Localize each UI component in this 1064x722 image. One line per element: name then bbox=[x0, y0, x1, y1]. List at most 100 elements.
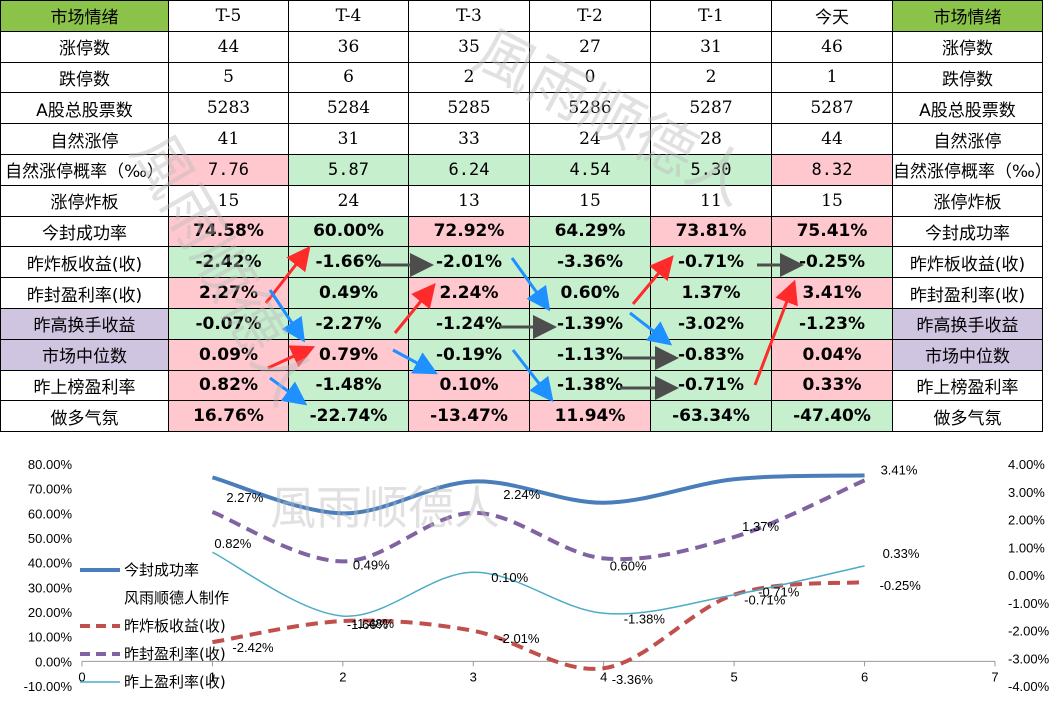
value-cell: 74.58% bbox=[168, 215, 289, 248]
row-label-cell: 昨炸板收益(收) bbox=[892, 246, 1043, 279]
data-label: 1.37% bbox=[742, 519, 779, 534]
value-cell: 2.27% bbox=[168, 277, 289, 309]
value-cell: 35 bbox=[408, 30, 530, 63]
legend-label: 昨炸板收益(收) bbox=[124, 617, 226, 635]
value-cell: 15 bbox=[168, 184, 289, 217]
row-label-cell: 昨封盈利率(收) bbox=[892, 277, 1043, 309]
value-cell: -1.13% bbox=[529, 338, 651, 371]
line-chart: -10.00%0.00%10.00%20.00%30.00%40.00%50.0… bbox=[24, 457, 1050, 694]
value-cell: 2 bbox=[408, 61, 530, 94]
legend-label: 昨封盈利率(收) bbox=[124, 645, 226, 663]
table-row: 涨停炸板 15 24 13 15 11 15 涨停炸板 bbox=[0, 184, 1043, 217]
watermark-chart: 風雨顺德人 bbox=[270, 481, 500, 535]
value-cell: 15 bbox=[771, 184, 893, 217]
header-label-cell: 市场情绪 bbox=[892, 0, 1043, 32]
table-row: 今封成功率 74.58% 60.00% 72.92% 64.29% 73.81% 75.41… bbox=[0, 215, 1043, 248]
data-label: -2.42% bbox=[232, 640, 274, 655]
value-cell: 41 bbox=[168, 123, 289, 155]
value-cell: 33 bbox=[408, 123, 530, 155]
row-label-cell: 昨封盈利率(收) bbox=[0, 277, 169, 309]
value-cell: 46 bbox=[771, 30, 893, 63]
y-left-tick-label: 70.00% bbox=[28, 482, 73, 497]
table-row: 市场中位数 0.09% 0.79% -0.19% -1.13% -0.83% 0.04% 市场… bbox=[0, 338, 1043, 371]
row-label-cell: 涨停数 bbox=[892, 30, 1043, 63]
y-right-tick-label: 3.00% bbox=[1008, 485, 1045, 500]
row-label-cell: 做多气氛 bbox=[0, 400, 169, 433]
data-label: 3.41% bbox=[881, 462, 918, 477]
table-header-row: 市场情绪 T-5 T-4 T-3 T-2 T-1 今天 市场情绪 bbox=[0, 0, 1043, 32]
value-cell: 31 bbox=[650, 30, 772, 63]
data-label: 0.10% bbox=[491, 570, 528, 585]
row-label-cell: 涨停炸板 bbox=[892, 184, 1043, 217]
value-cell: 5286 bbox=[529, 92, 651, 125]
value-cell: -0.83% bbox=[650, 338, 772, 371]
value-cell: 31 bbox=[288, 123, 409, 155]
value-cell: 5284 bbox=[288, 92, 409, 125]
row-label-cell: 自然涨停 bbox=[892, 123, 1043, 155]
value-cell: 0.09% bbox=[168, 338, 289, 371]
value-cell: 5.30 bbox=[650, 153, 772, 186]
value-cell: 0.04% bbox=[771, 338, 893, 371]
value-cell: -0.71% bbox=[650, 246, 772, 279]
data-label: -0.71% bbox=[744, 593, 786, 608]
y-left-tick-label: -10.00% bbox=[24, 679, 73, 694]
row-label-cell: 跌停数 bbox=[892, 61, 1043, 94]
row-label-cell: 市场中位数 bbox=[0, 338, 169, 371]
y-right-tick-label: 0.00% bbox=[1008, 568, 1045, 583]
value-cell: -22.74% bbox=[288, 400, 409, 433]
y-left-tick-label: 10.00% bbox=[28, 630, 73, 645]
value-cell: -1.66% bbox=[288, 246, 409, 279]
data-label: -1.48% bbox=[353, 616, 395, 631]
header-label-cell: 市场情绪 bbox=[0, 0, 169, 32]
table-row: 跌停数 5 6 2 0 2 1 跌停数 bbox=[0, 61, 1043, 94]
value-cell: 11 bbox=[650, 184, 772, 217]
row-label-cell: 自然涨停 bbox=[0, 123, 169, 155]
row-label-cell: 今封成功率 bbox=[0, 215, 169, 248]
value-cell: 4.54 bbox=[529, 153, 651, 186]
value-cell: 5285 bbox=[408, 92, 530, 125]
value-cell: -0.19% bbox=[408, 338, 530, 371]
value-cell: 24 bbox=[288, 184, 409, 217]
value-cell: 27 bbox=[529, 30, 651, 63]
y-left-tick-label: 50.00% bbox=[28, 531, 73, 546]
table-row: 做多气氛 16.76% -22.74% -13.47% 11.94% -63.34% -47… bbox=[0, 400, 1043, 433]
table-row: A股总股票数 5283 5284 5285 5286 5287 5287 A股总股票数 bbox=[0, 92, 1043, 125]
value-cell: 1 bbox=[771, 61, 893, 94]
row-label-cell: 昨高换手收益 bbox=[892, 307, 1043, 340]
row-label-cell: 今封成功率 bbox=[892, 215, 1043, 248]
value-cell: 5.87 bbox=[288, 153, 409, 186]
value-cell: 24 bbox=[529, 123, 651, 155]
row-label-cell: 昨上榜盈利率 bbox=[892, 369, 1043, 402]
row-label-cell: 昨上榜盈利率 bbox=[0, 369, 169, 402]
y-left-tick-label: 0.00% bbox=[35, 654, 72, 669]
value-cell: 0.82% bbox=[168, 369, 289, 402]
data-label: -0.25% bbox=[880, 578, 922, 593]
series-line bbox=[211, 478, 866, 564]
value-cell: -2.01% bbox=[408, 246, 530, 279]
value-cell: -1.39% bbox=[529, 307, 651, 340]
data-label: 0.82% bbox=[214, 536, 251, 551]
y-left-tick-label: 60.00% bbox=[28, 506, 73, 521]
y-right-tick-label: 4.00% bbox=[1008, 457, 1045, 472]
value-cell: -1.48% bbox=[288, 369, 409, 402]
value-cell: 13 bbox=[408, 184, 530, 217]
value-cell: 0 bbox=[529, 61, 651, 94]
data-label: 2.24% bbox=[503, 487, 540, 502]
row-label-cell: 昨高换手收益 bbox=[0, 307, 169, 340]
value-cell: -2.42% bbox=[168, 246, 289, 279]
row-label-cell: 昨炸板收益(收) bbox=[0, 246, 169, 279]
value-cell: -1.38% bbox=[529, 369, 651, 402]
value-cell: 64.29% bbox=[529, 215, 651, 248]
value-cell: 5 bbox=[168, 61, 289, 94]
row-label-cell: 自然涨停概率（‰） bbox=[892, 153, 1043, 186]
x-tick-label: 5 bbox=[731, 669, 738, 684]
header-day-cell: T-2 bbox=[529, 0, 651, 32]
value-cell: -3.02% bbox=[650, 307, 772, 340]
x-tick-label: 4 bbox=[600, 669, 607, 684]
row-label-cell: A股总股票数 bbox=[892, 92, 1043, 125]
value-cell: 2 bbox=[650, 61, 772, 94]
value-cell: 2.24% bbox=[408, 277, 530, 309]
value-cell: 72.92% bbox=[408, 215, 530, 248]
value-cell: 5287 bbox=[771, 92, 893, 125]
y-right-tick-label: -3.00% bbox=[1008, 651, 1050, 666]
